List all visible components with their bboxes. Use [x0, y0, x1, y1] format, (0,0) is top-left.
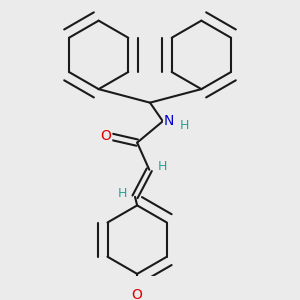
Text: O: O — [100, 129, 111, 143]
Text: N: N — [164, 113, 174, 128]
Text: H: H — [118, 188, 127, 200]
Text: O: O — [132, 288, 142, 300]
Text: H: H — [180, 119, 189, 132]
Text: H: H — [158, 160, 167, 173]
